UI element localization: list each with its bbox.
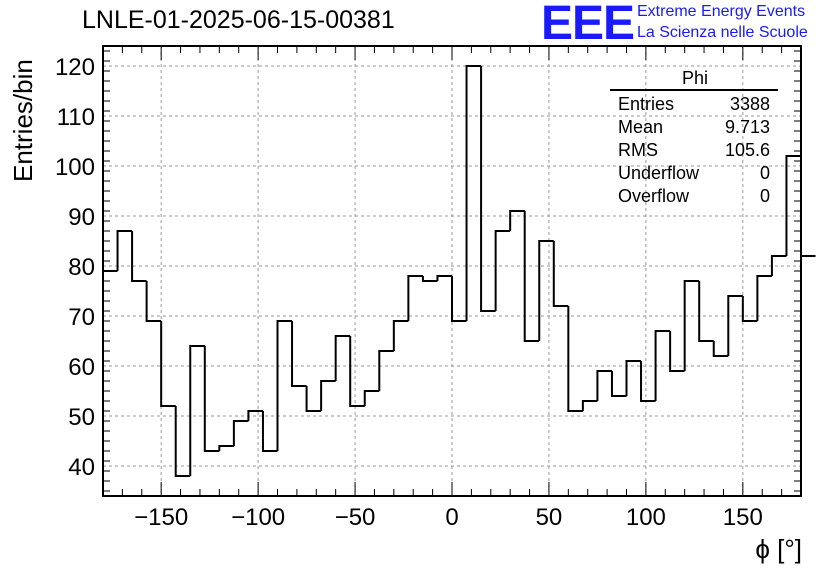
stats-row-mean: Mean 9.713 <box>612 116 778 139</box>
histogram-bin <box>378 350 394 391</box>
y-tick-label: 90 <box>68 204 95 231</box>
histogram-bin <box>669 331 685 372</box>
histogram-bin <box>436 275 452 281</box>
stats-value: 0 <box>759 163 770 183</box>
histogram-bin <box>654 330 671 401</box>
histogram-bin <box>727 295 743 356</box>
y-tick-label: 70 <box>68 304 95 331</box>
histogram-bin <box>800 156 816 257</box>
histogram-bin <box>160 321 176 407</box>
y-tick-label: 40 <box>68 454 95 481</box>
histogram-bin <box>116 230 133 271</box>
histogram-bin <box>349 336 365 407</box>
histogram-bin <box>189 345 205 476</box>
histogram-bin <box>407 275 423 321</box>
stats-label: Mean <box>618 117 664 137</box>
histogram-bin <box>523 211 540 342</box>
histogram-bin <box>596 370 612 401</box>
y-tick-label: 110 <box>57 104 95 131</box>
histogram-bin <box>770 255 787 276</box>
x-tick-label: 50 <box>536 504 563 531</box>
x-tick-label: 0 <box>445 504 458 531</box>
stats-row-rms: RMS 105.6 <box>612 139 778 162</box>
histogram-bin <box>174 406 191 477</box>
histogram-bin <box>785 155 801 256</box>
histogram-bin <box>756 275 772 321</box>
histogram-bin <box>610 371 627 397</box>
histogram-bin <box>509 210 525 231</box>
y-axis-label: Entries/bin <box>8 59 38 182</box>
histogram-bin <box>131 231 147 282</box>
stats-value: 9.713 <box>724 117 770 137</box>
histogram-bin <box>640 361 656 402</box>
histogram-bin <box>465 65 482 321</box>
stats-row-underflow: Underflow 0 <box>612 162 778 185</box>
x-tick-label: −50 <box>335 504 376 531</box>
logo-line-2: La Scienza nelle Scuole <box>637 24 808 41</box>
histogram-bin <box>305 386 322 412</box>
x-axis-label: ϕ [°] <box>755 534 802 564</box>
histogram-bin <box>232 420 249 446</box>
stats-value: 105.6 <box>724 140 770 160</box>
histogram-bin <box>363 390 380 406</box>
y-tick-label: 80 <box>68 254 95 281</box>
stats-box-title: Phi <box>681 68 708 88</box>
histogram-bin <box>683 280 700 371</box>
x-tick-label: 100 <box>626 504 666 531</box>
histogram-bin <box>698 281 714 342</box>
histogram-bin <box>320 380 336 411</box>
histogram-bin <box>261 411 278 452</box>
y-tick-label: 120 <box>55 54 95 81</box>
histogram-bin <box>494 230 511 311</box>
y-tick-label: 60 <box>68 354 95 381</box>
stats-label: Overflow <box>618 186 690 206</box>
chart-title: LNLE-01-2025-06-15-00381 <box>82 6 395 34</box>
histogram-bin <box>625 360 642 396</box>
stats-box-divider <box>610 89 778 91</box>
eee-logo-mark: EEE <box>541 0 635 50</box>
histogram-bin <box>203 346 220 452</box>
stats-box: Phi Entries 3388 Mean 9.713 RMS 105.6 Un… <box>610 68 778 208</box>
histogram-bin <box>567 306 583 412</box>
stats-row-entries: Entries 3388 <box>612 93 778 116</box>
histogram-bin <box>218 445 234 451</box>
stats-label: Underflow <box>618 163 700 183</box>
stats-value: 0 <box>759 186 770 206</box>
histogram-bin <box>581 400 598 411</box>
histogram-bin <box>421 276 438 282</box>
x-tick-label: 150 <box>723 504 763 531</box>
y-tick-label: 50 <box>68 404 95 431</box>
stats-value: 3388 <box>729 94 770 114</box>
stats-label: Entries <box>618 94 675 114</box>
histogram-bin <box>276 320 293 451</box>
histogram-bin <box>712 341 729 357</box>
logo-line-1: Extreme Energy Events <box>637 3 806 20</box>
histogram-bin <box>392 320 409 351</box>
stats-row-overflow: Overflow 0 <box>612 185 778 208</box>
histogram-bin <box>538 240 554 341</box>
histogram-bin <box>145 281 162 322</box>
histogram-bin <box>334 335 351 381</box>
histogram-bin <box>741 296 758 322</box>
histogram-bin <box>552 241 569 307</box>
stats-label: RMS <box>618 140 658 160</box>
x-tick-label: −150 <box>134 504 188 531</box>
x-tick-label: −100 <box>231 504 285 531</box>
y-tick-label: 100 <box>55 154 95 181</box>
histogram-bin <box>247 410 263 421</box>
histogram-bin <box>451 276 467 322</box>
histogram-bin <box>291 321 307 387</box>
histogram-bin <box>480 66 496 312</box>
